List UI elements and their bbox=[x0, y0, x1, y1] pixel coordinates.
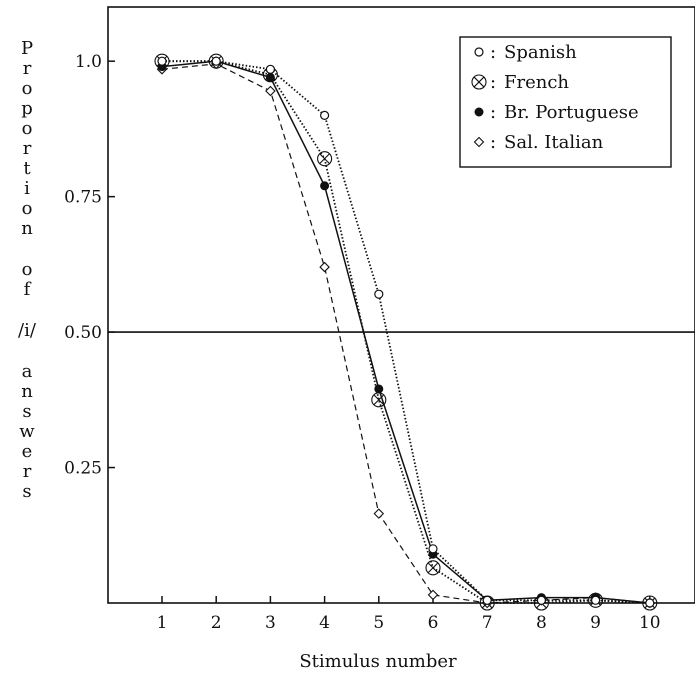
y-axis-title-char: t bbox=[23, 158, 31, 179]
x-tick-label: 6 bbox=[428, 613, 439, 633]
y-axis-title-char: o bbox=[22, 118, 33, 139]
x-tick-label: 3 bbox=[265, 613, 276, 633]
x-tick-label: 8 bbox=[536, 613, 547, 633]
series-spanish bbox=[157, 56, 655, 608]
data-point bbox=[320, 110, 330, 120]
y-axis-title-char: P bbox=[21, 38, 33, 59]
y-axis-title-char: s bbox=[22, 401, 31, 422]
legend: : Spanish: French: Br. Portuguese: Sal. Ital… bbox=[459, 36, 672, 168]
y-tick-label: 1.0 bbox=[75, 52, 102, 72]
plot-frame bbox=[107, 6, 695, 604]
data-point bbox=[427, 589, 439, 601]
data-point bbox=[374, 289, 384, 299]
legend-marker bbox=[471, 74, 487, 90]
x-tick-label: 5 bbox=[373, 613, 384, 633]
y-axis-title-char: r bbox=[23, 58, 32, 79]
circle-x-stroke bbox=[473, 76, 485, 88]
y-axis-title-char: /i/ bbox=[18, 320, 37, 341]
y-axis-title-char: r bbox=[23, 461, 32, 482]
circle-x-ring bbox=[371, 392, 387, 408]
y-tick-label: 0.25 bbox=[64, 459, 102, 479]
y-axis-title-char: s bbox=[22, 481, 31, 502]
data-point bbox=[371, 392, 387, 408]
series-line bbox=[161, 63, 650, 604]
circle-x-ring bbox=[425, 560, 441, 576]
y-axis-title-char: i bbox=[24, 178, 30, 199]
data-point bbox=[425, 560, 441, 576]
x-axis-title: Stimulus number bbox=[299, 651, 457, 672]
data-point bbox=[428, 544, 438, 554]
y-axis-title-char: n bbox=[21, 218, 33, 239]
legend-label: French bbox=[504, 72, 569, 93]
x-tick-label: 7 bbox=[482, 613, 493, 633]
data-point bbox=[157, 56, 167, 66]
circle-x-ring bbox=[317, 151, 333, 167]
data-point bbox=[482, 595, 492, 605]
data-point bbox=[590, 595, 601, 605]
y-axis-title-char: w bbox=[19, 421, 35, 442]
series-group bbox=[154, 53, 658, 611]
y-axis-title-char: r bbox=[23, 138, 32, 159]
series-line bbox=[162, 60, 650, 604]
data-point bbox=[211, 56, 221, 66]
axis-ticks: 1 2 3 4 5 6 7 8 9 10 0.25 0.50 0.75 1.0 bbox=[64, 52, 660, 633]
x-tick-label: 10 bbox=[639, 613, 661, 633]
y-axis-title-char: o bbox=[22, 198, 33, 219]
circle-x-stroke bbox=[373, 394, 384, 406]
legend-separator: : bbox=[490, 102, 496, 123]
y-axis-title-char: n bbox=[21, 381, 33, 402]
legend-label: Sal. Italian bbox=[504, 132, 604, 153]
data-point bbox=[320, 181, 330, 191]
data-point bbox=[265, 64, 275, 74]
data-point bbox=[319, 261, 330, 273]
legend-marker bbox=[474, 47, 484, 57]
legend-separator: : bbox=[490, 42, 496, 63]
data-point bbox=[373, 508, 385, 519]
series-line bbox=[161, 60, 650, 604]
legend-marker bbox=[473, 136, 485, 148]
y-axis-title-char: e bbox=[22, 441, 33, 462]
y-axis-title-char: p bbox=[21, 98, 33, 119]
x-tick-label: 4 bbox=[319, 613, 330, 633]
circle-x-ring bbox=[208, 53, 224, 69]
circle-x-ring bbox=[471, 74, 487, 90]
x-tick-label: 2 bbox=[211, 613, 222, 633]
legend-marker bbox=[474, 107, 484, 117]
data-point bbox=[317, 151, 333, 167]
circle-x-ring bbox=[588, 592, 604, 608]
y-axis-title-char: a bbox=[22, 361, 33, 382]
legend-label: Spanish bbox=[504, 42, 577, 63]
data-point bbox=[536, 595, 547, 605]
circle-x-stroke bbox=[319, 153, 330, 164]
plot-border bbox=[107, 6, 695, 604]
x-tick-label: 1 bbox=[157, 613, 168, 633]
y-axis-title-char: o bbox=[22, 78, 33, 99]
y-tick-label: 0.75 bbox=[64, 188, 102, 208]
y-axis-title-char: f bbox=[24, 279, 32, 300]
circle-x-stroke bbox=[427, 562, 439, 573]
y-axis-title-char: o bbox=[22, 259, 33, 280]
x-tick-label: 9 bbox=[590, 613, 601, 633]
y-tick-label: 0.50 bbox=[64, 323, 102, 343]
data-point bbox=[265, 85, 276, 97]
legend-box bbox=[459, 36, 672, 168]
legend-separator: : bbox=[490, 72, 496, 93]
legend-label: Br. Portuguese bbox=[504, 102, 639, 123]
legend-separator: : bbox=[490, 132, 496, 153]
data-point bbox=[645, 598, 655, 608]
